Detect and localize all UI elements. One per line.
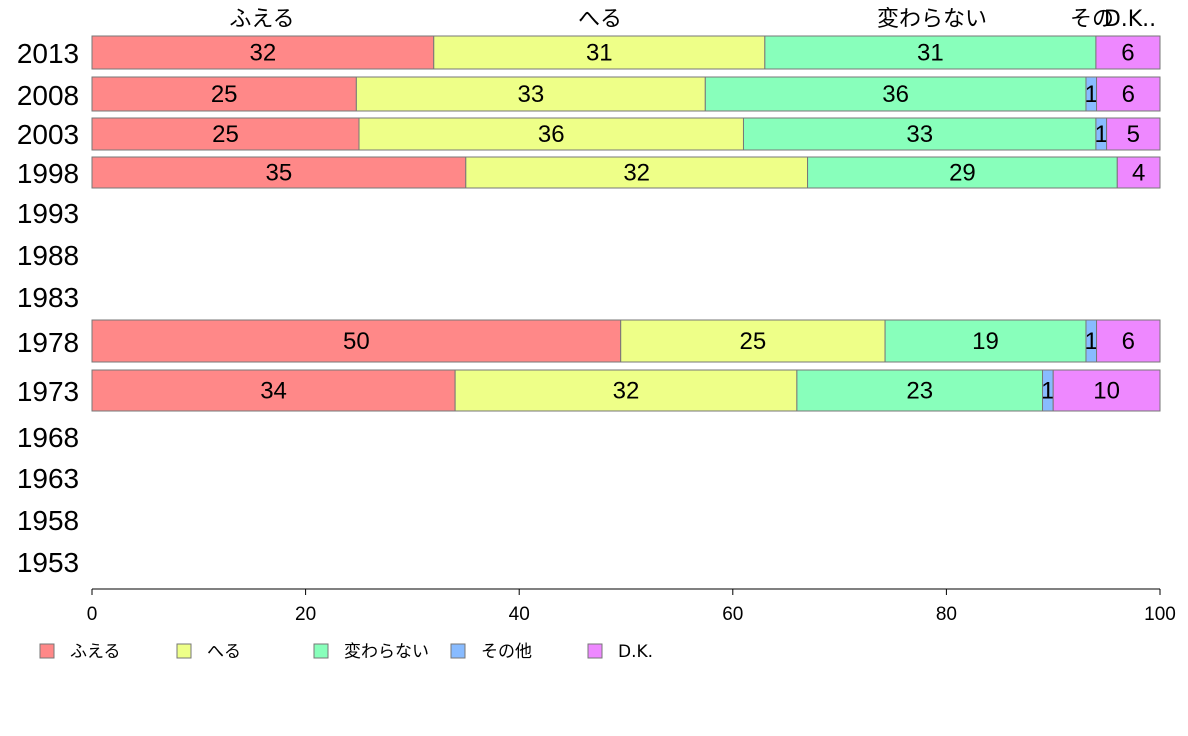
bar-segment [1106,117,1161,151]
year-label: 2013 [17,38,79,69]
legend-swatch [450,643,466,659]
bar-value-label: 5 [1127,121,1140,148]
bar-value-label: 25 [212,121,239,148]
bar-segment [91,156,467,189]
legend-label: 変わらない [344,642,429,662]
bar-segment [1096,76,1161,112]
bar-segment [796,369,1044,412]
bar-value-label: 10 [1093,378,1120,405]
bar-value-label: 33 [906,121,933,148]
bar-value-label: 25 [740,328,767,355]
top-label: D.K.. [1104,7,1156,32]
legend-label: その他 [481,642,532,662]
x-tick-label: 60 [722,604,743,625]
year-axis-labels: 2013 2008 2003 1998 1993 1988 1983 1978 1973 1968… [17,38,79,578]
year-label: 2003 [17,119,79,150]
bars-group: 32 31 31 625 33 36 1 625 36 33 1 535 32 29 450 25 19 1 634… [91,35,1161,412]
bar-value-label: 50 [343,328,370,355]
bar-segment [764,35,1097,70]
x-tick-label: 0 [87,604,98,625]
bar-value-label: 6 [1122,81,1135,108]
top-label: その [1070,7,1114,32]
bar-segment [358,117,744,151]
bar-segment [742,117,1097,151]
bar-value-label: 32 [623,160,650,187]
bar-value-label: 6 [1122,328,1135,355]
x-tick-label: 40 [509,604,530,625]
year-label: 1988 [17,240,79,271]
year-label: 1983 [17,282,79,313]
bar-segment [91,76,357,112]
bar-value-label: 19 [972,328,999,355]
year-label: 1958 [17,505,79,536]
bar-segment [355,76,706,112]
bar-value-label: 1 [1041,378,1054,405]
legend: ふえる へる 変わらない その他 D.K. [39,642,653,662]
bar-value-label: 32 [250,40,277,67]
top-label: ふえる [229,7,294,32]
year-label: 2008 [17,80,79,111]
bar-segment [91,369,456,412]
year-label: 1998 [17,158,79,189]
legend-swatch [176,643,192,659]
bar-segment [91,319,622,363]
bar-value-label: 4 [1132,160,1145,187]
bar-value-label: 32 [613,378,640,405]
bar-segment [807,156,1118,189]
legend-swatch [587,643,603,659]
x-tick-label: 80 [936,604,957,625]
bar-value-label: 31 [917,40,944,67]
legend-label: ふえる [70,642,121,662]
legend-label: へる [207,642,241,662]
bar-segment [1095,35,1161,70]
year-label: 1978 [17,327,79,358]
bar-value-label: 25 [211,81,238,108]
top-label: 変わらない [877,7,987,32]
bar-value-label: 31 [586,40,613,67]
bar-value-label: 36 [882,81,909,108]
year-label: 1963 [17,463,79,494]
bar-segment [1116,156,1161,189]
bar-segment [704,76,1087,112]
bar-value-label: 1 [1095,121,1108,148]
top-label: へる [578,7,622,32]
bar-value-label: 1 [1085,81,1098,108]
legend-label: D.K. [618,642,653,662]
legend-swatch [39,643,55,659]
x-tick-label: 20 [295,604,316,625]
year-label: 1968 [17,422,79,453]
bar-segment [91,117,360,151]
year-label: 1953 [17,547,79,578]
top-series-labels: ふえる へる 変わらない そのD.K.. [229,7,1156,32]
bar-segment [1052,369,1161,412]
legend-swatch [313,643,329,659]
x-tick-label: 100 [1144,604,1176,625]
bar-value-label: 33 [517,81,544,108]
bar-value-label: 36 [538,121,565,148]
bar-value-label: 23 [906,378,933,405]
year-label: 1993 [17,198,79,229]
bar-value-label: 34 [260,378,287,405]
bar-value-label: 35 [266,160,293,187]
bar-value-label: 1 [1085,328,1098,355]
bar-segment [454,369,798,412]
bar-segment [1096,319,1161,363]
bar-segment [433,35,766,70]
bar-segment [465,156,809,189]
bar-segment [91,35,435,70]
bar-value-label: 29 [949,160,976,187]
bar-value-label: 6 [1121,40,1134,67]
bar-segment [884,319,1087,363]
x-axis: 0 20 40 60 80 100 [87,588,1176,625]
year-label: 1973 [17,376,79,407]
